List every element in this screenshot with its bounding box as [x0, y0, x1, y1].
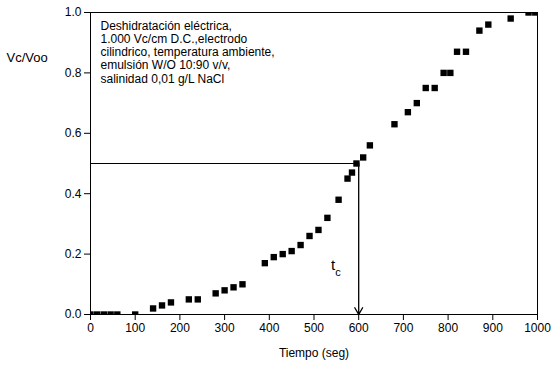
svg-text:1.0: 1.0 [65, 5, 82, 19]
svg-text:Deshidratación eléctrica,1.000: Deshidratación eléctrica,1.000 Vc/cm D.C… [101, 19, 275, 86]
svg-text:0.6: 0.6 [65, 126, 82, 140]
svg-text:800: 800 [438, 321, 458, 335]
svg-text:0: 0 [87, 321, 94, 335]
svg-text:Vc/Voo: Vc/Voo [7, 50, 48, 65]
svg-text:Tiempo (seg): Tiempo (seg) [279, 346, 349, 360]
svg-text:100: 100 [125, 321, 145, 335]
svg-text:900: 900 [483, 321, 503, 335]
svg-text:600: 600 [349, 321, 369, 335]
svg-text:500: 500 [304, 321, 324, 335]
svg-text:700: 700 [393, 321, 413, 335]
svg-text:1000: 1000 [524, 321, 551, 335]
svg-text:tc: tc [331, 256, 341, 278]
svg-text:0.8: 0.8 [65, 66, 82, 80]
svg-text:0.4: 0.4 [65, 187, 82, 201]
svg-text:0.0: 0.0 [65, 307, 82, 321]
svg-text:0.2: 0.2 [65, 247, 82, 261]
svg-text:300: 300 [215, 321, 235, 335]
svg-text:400: 400 [259, 321, 279, 335]
svg-text:200: 200 [170, 321, 190, 335]
